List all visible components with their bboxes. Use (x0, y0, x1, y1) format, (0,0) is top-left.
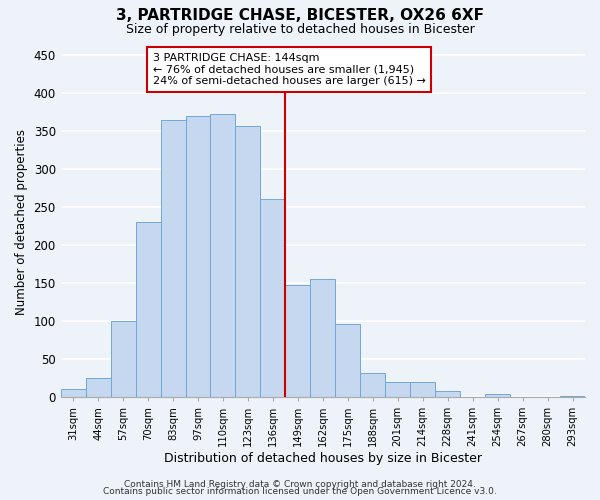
Text: Contains public sector information licensed under the Open Government Licence v3: Contains public sector information licen… (103, 488, 497, 496)
Bar (560, 396, 585, 397)
Bar (310, 280, 335, 397)
Bar (360, 372, 385, 397)
Text: 3 PARTRIDGE CHASE: 144sqm
← 76% of detached houses are smaller (1,945)
24% of se: 3 PARTRIDGE CHASE: 144sqm ← 76% of detac… (153, 53, 426, 86)
Bar (136, 222, 161, 397)
Bar (110, 321, 136, 397)
Bar (161, 120, 185, 397)
Bar (286, 286, 310, 397)
X-axis label: Distribution of detached houses by size in Bicester: Distribution of detached houses by size … (164, 452, 482, 465)
Text: Contains HM Land Registry data © Crown copyright and database right 2024.: Contains HM Land Registry data © Crown c… (124, 480, 476, 489)
Text: Size of property relative to detached houses in Bicester: Size of property relative to detached ho… (125, 22, 475, 36)
Text: 3, PARTRIDGE CHASE, BICESTER, OX26 6XF: 3, PARTRIDGE CHASE, BICESTER, OX26 6XF (116, 8, 484, 22)
Bar (260, 200, 286, 397)
Bar (335, 324, 360, 397)
Bar (485, 394, 510, 397)
Bar (61, 390, 86, 397)
Bar (86, 378, 110, 397)
Bar (435, 391, 460, 397)
Bar (385, 382, 410, 397)
Y-axis label: Number of detached properties: Number of detached properties (15, 130, 28, 316)
Bar (410, 382, 435, 397)
Bar (185, 116, 211, 397)
Bar (211, 114, 235, 397)
Bar (235, 126, 260, 397)
